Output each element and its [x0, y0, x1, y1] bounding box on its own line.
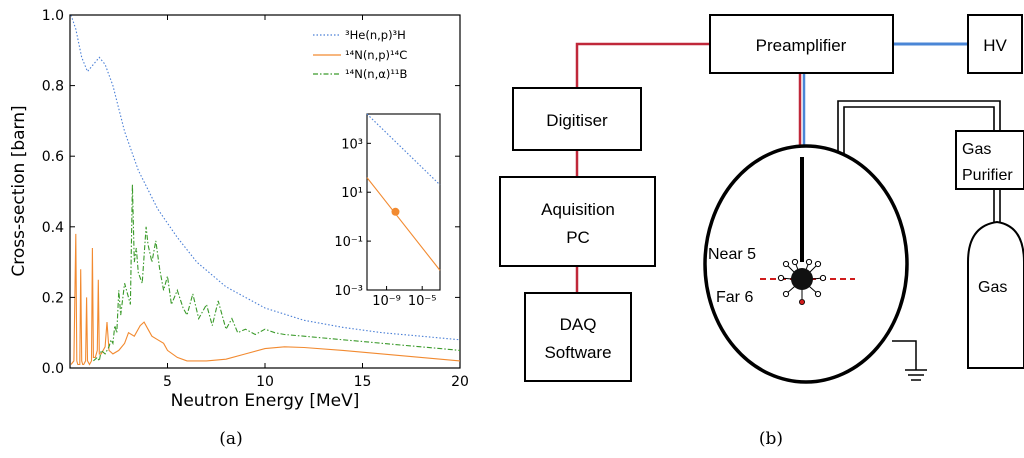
x-axis-ticks: 5 10 15 20: [163, 15, 469, 390]
legend: ³He(n,p)³H ¹⁴N(n,p)¹⁴C ¹⁴N(n,α)¹¹B: [313, 28, 408, 81]
panel-b-caption: (b): [759, 429, 783, 449]
x-tick-label: 15: [354, 374, 372, 390]
inset-x-tick-label: 10⁻⁵: [408, 294, 437, 309]
ground-symbol: [892, 340, 927, 381]
y-axis-label: Cross-section [barn]: [9, 105, 29, 276]
legend-label-n14p: ¹⁴N(n,p)¹⁴C: [345, 48, 407, 62]
y-tick-label: 0.0: [42, 361, 64, 377]
x-tick-label: 10: [256, 374, 274, 390]
y-tick-label: 0.8: [42, 79, 64, 95]
preamplifier-label: Preamplifier: [756, 36, 847, 55]
inset-chart: 10⁻³ 10⁻¹ 10¹ 10³ 10⁻⁹ 10⁻⁵: [334, 113, 441, 309]
gas-pipe-inner: [843, 106, 995, 168]
legend-label-he3: ³He(n,p)³H: [345, 28, 406, 42]
inset-series-line-0: [366, 113, 441, 186]
digitiser-label: Digitiser: [546, 111, 608, 130]
inset-frame: [366, 113, 441, 291]
panel-a-chart: 0.0 0.2 0.4 0.6 0.8 1.0 5 10 15 20 Neutron Energ…: [9, 8, 469, 449]
gas-bottle-label: Gas: [978, 279, 1007, 296]
inset-y-tick-label: 10³: [341, 137, 363, 152]
x-tick-label: 5: [163, 374, 172, 390]
panel-a-caption: (a): [219, 429, 242, 449]
y-axis-ticks: 0.0 0.2 0.4 0.6 0.8 1.0: [42, 8, 460, 377]
inset-y-tick-label: 10⁻¹: [334, 235, 363, 250]
y-tick-label: 1.0: [42, 8, 64, 24]
aquisition-label-line1: Aquisition: [541, 200, 615, 219]
gas-purifier-label-line2: Purifier: [962, 167, 1013, 184]
gas-purifier-label-line1: Gas: [962, 141, 991, 158]
far-label: Far 6: [716, 289, 753, 306]
hv-label: HV: [983, 36, 1007, 55]
main-series-group: [70, 14, 461, 366]
x-axis-label: Neutron Energy [MeV]: [171, 391, 360, 411]
series-line-0: [70, 14, 461, 341]
digitiser-box: Digitiser: [512, 87, 642, 151]
near-label: Near 5: [708, 246, 756, 263]
series-line-1: [70, 233, 461, 366]
gas-bottle: Gas: [967, 220, 1024, 369]
daq-label-line2: Software: [544, 343, 611, 362]
hv-box: HV: [967, 14, 1023, 74]
inset-y-tick-label: 10⁻³: [334, 284, 363, 299]
inset-marker-point: [391, 207, 400, 216]
series-line-2: [93, 184, 461, 363]
x-tick-label: 20: [451, 374, 469, 390]
y-tick-label: 0.2: [42, 290, 64, 306]
aquisition-pc-box: Aquisition PC: [499, 176, 656, 267]
preamplifier-box: Preamplifier: [709, 14, 894, 74]
inset-series-group: [366, 113, 441, 271]
panel-b-diagram: Preamplifier HV Digitiser Aquisition PC …: [499, 14, 1024, 449]
detector-vessel: [703, 144, 909, 384]
multi-anode-sensor: [760, 258, 855, 305]
gas-purifier-box: Gas Purifier: [955, 130, 1024, 190]
wire-preamp-digitiser: [575, 42, 710, 88]
aquisition-label-line2: PC: [566, 228, 590, 247]
daq-software-box: DAQ Software: [524, 292, 632, 382]
legend-label-n14a: ¹⁴N(n,α)¹¹B: [345, 67, 408, 81]
sensor-core: [791, 268, 813, 290]
daq-label-line1: DAQ: [560, 315, 597, 334]
inset-x-tick-label: 10⁻⁹: [372, 294, 401, 309]
y-tick-label: 0.4: [42, 220, 64, 236]
y-tick-label: 0.6: [42, 149, 64, 165]
inset-y-tick-label: 10¹: [341, 186, 363, 201]
inset-series-line-1: [366, 177, 441, 271]
gas-pipe-outer: [837, 100, 1001, 168]
inset-axis-ticks: 10⁻³ 10⁻¹ 10¹ 10³ 10⁻⁹ 10⁻⁵: [334, 137, 436, 309]
